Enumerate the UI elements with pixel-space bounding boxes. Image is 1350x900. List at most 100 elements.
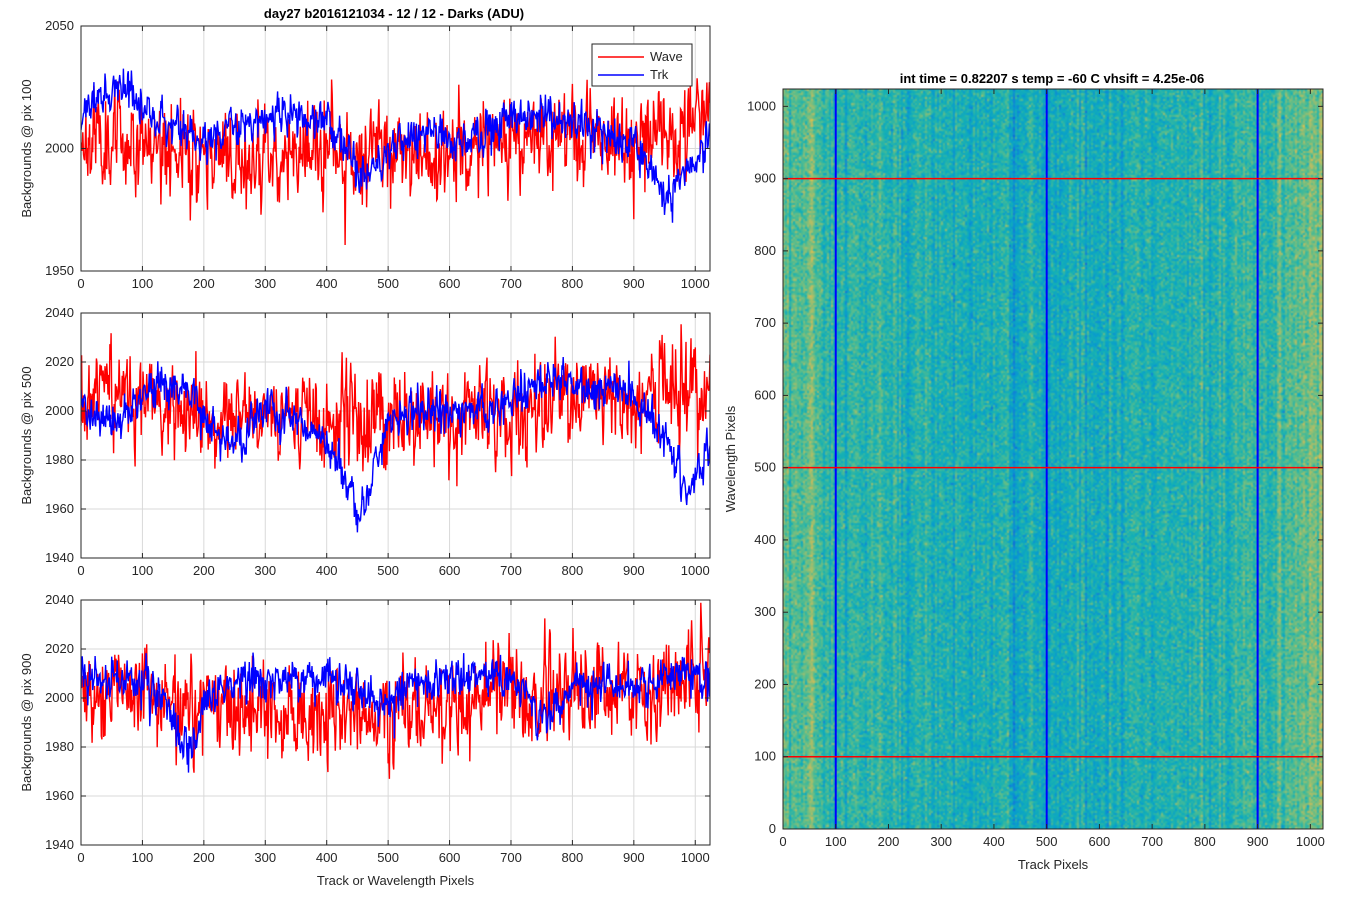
x-tick-label: 600 bbox=[1089, 834, 1111, 849]
x-tick-label: 200 bbox=[193, 563, 215, 578]
x-tick-label: 500 bbox=[1036, 834, 1058, 849]
y-axis-label: Backgrounds @ pix 100 bbox=[19, 79, 34, 217]
line-plot-pix-500: 0 100 200 300 400 500 600 700 800 900 1000 1940 1960… bbox=[19, 305, 711, 578]
y-tick-label: 1960 bbox=[45, 788, 74, 803]
y-tick-label: 300 bbox=[754, 604, 776, 619]
x-tick-label: 700 bbox=[500, 850, 522, 865]
x-tick-label: 1000 bbox=[681, 276, 710, 291]
y-tick-label: 700 bbox=[754, 315, 776, 330]
series-line-trk bbox=[81, 68, 710, 223]
y-tick-label: 900 bbox=[754, 171, 776, 186]
series-line-wave bbox=[81, 602, 710, 779]
heatmap-image bbox=[783, 89, 1323, 829]
y-tick-label: 2020 bbox=[45, 641, 74, 656]
x-tick-label: 300 bbox=[254, 563, 276, 578]
x-tick-label: 900 bbox=[623, 850, 645, 865]
x-axis-label: Track Pixels bbox=[1018, 857, 1089, 872]
x-tick-label: 100 bbox=[132, 276, 154, 291]
y-tick-label: 2000 bbox=[45, 141, 74, 156]
y-tick-label: 400 bbox=[754, 532, 776, 547]
legend-box bbox=[591, 43, 693, 87]
y-tick-label: 1950 bbox=[45, 263, 74, 278]
dark-frame-heatmap: 0 100 200 300 400 500 600 700 800 900 1000 0 100 200 3… bbox=[723, 71, 1325, 872]
series-line-trk bbox=[81, 652, 710, 773]
x-tick-label: 900 bbox=[623, 563, 645, 578]
axes-box bbox=[80, 312, 711, 559]
plot-area bbox=[80, 599, 710, 846]
x-tick-label: 400 bbox=[316, 850, 338, 865]
x-tick-label: 300 bbox=[930, 834, 952, 849]
y-tick-label: 2040 bbox=[45, 592, 74, 607]
legend: Wave Trk bbox=[591, 43, 693, 87]
heatmap-title: int time = 0.82207 s temp = -60 C vhsift… bbox=[900, 71, 1205, 86]
y-tick-label: 2020 bbox=[45, 354, 74, 369]
y-axis-label: Backgrounds @ pix 500 bbox=[19, 366, 34, 504]
series-line-trk bbox=[81, 356, 710, 533]
x-tick-label: 700 bbox=[500, 276, 522, 291]
plot-area bbox=[783, 89, 1323, 829]
x-tick-label: 700 bbox=[1141, 834, 1163, 849]
x-tick-label: 800 bbox=[562, 276, 584, 291]
x-tick-label: 1000 bbox=[681, 563, 710, 578]
x-tick-label: 1000 bbox=[681, 850, 710, 865]
x-tick-label: 500 bbox=[377, 563, 399, 578]
x-tick-label: 400 bbox=[316, 563, 338, 578]
series-line-wave bbox=[81, 78, 710, 246]
x-tick-label: 100 bbox=[132, 563, 154, 578]
y-tick-label: 2000 bbox=[45, 403, 74, 418]
x-tick-label: 900 bbox=[623, 276, 645, 291]
y-tick-label: 500 bbox=[754, 460, 776, 475]
y-tick-label: 100 bbox=[754, 749, 776, 764]
x-tick-label: 100 bbox=[825, 834, 847, 849]
x-tick-label: 100 bbox=[132, 850, 154, 865]
x-tick-label: 400 bbox=[983, 834, 1005, 849]
figure-title: day27 b2016121034 - 12 / 12 - Darks (ADU… bbox=[264, 6, 524, 21]
axes-box bbox=[80, 599, 711, 846]
legend-label-trk: Trk bbox=[650, 67, 669, 82]
y-tick-label: 1940 bbox=[45, 837, 74, 852]
y-tick-label: 2040 bbox=[45, 305, 74, 320]
x-tick-label: 900 bbox=[1247, 834, 1269, 849]
x-tick-label: 200 bbox=[193, 276, 215, 291]
y-tick-label: 1980 bbox=[45, 739, 74, 754]
y-tick-label: 0 bbox=[769, 821, 776, 836]
x-tick-label: 700 bbox=[500, 563, 522, 578]
x-tick-label: 0 bbox=[77, 850, 84, 865]
plot-area bbox=[80, 312, 710, 559]
y-tick-label: 1980 bbox=[45, 452, 74, 467]
x-tick-label: 1000 bbox=[1296, 834, 1325, 849]
x-tick-label: 800 bbox=[1194, 834, 1216, 849]
x-tick-label: 600 bbox=[439, 563, 461, 578]
x-axis-label: Track or Wavelength Pixels bbox=[317, 873, 475, 888]
x-tick-label: 200 bbox=[193, 850, 215, 865]
x-tick-label: 0 bbox=[77, 563, 84, 578]
y-tick-label: 1960 bbox=[45, 501, 74, 516]
y-tick-label: 600 bbox=[754, 387, 776, 402]
x-tick-label: 0 bbox=[779, 834, 786, 849]
x-tick-label: 400 bbox=[316, 276, 338, 291]
y-tick-label: 2000 bbox=[45, 690, 74, 705]
y-axis-label: Wavelength Pixels bbox=[723, 405, 738, 512]
y-axis-label: Backgrounds @ pix 900 bbox=[19, 653, 34, 791]
x-tick-label: 500 bbox=[377, 276, 399, 291]
series-line-wave bbox=[81, 324, 710, 487]
x-tick-label: 0 bbox=[77, 276, 84, 291]
x-tick-label: 600 bbox=[439, 276, 461, 291]
x-tick-label: 800 bbox=[562, 850, 584, 865]
y-tick-label: 2050 bbox=[45, 18, 74, 33]
legend-label-wave: Wave bbox=[650, 49, 683, 64]
line-plot-pix-100: 0 100 200 300 400 500 600 700 800 900 1000 1950 2000… bbox=[19, 18, 711, 291]
y-tick-label: 1940 bbox=[45, 550, 74, 565]
x-tick-label: 500 bbox=[377, 850, 399, 865]
y-tick-label: 1000 bbox=[747, 98, 776, 113]
x-tick-label: 200 bbox=[878, 834, 900, 849]
line-plot-pix-900: 0 100 200 300 400 500 600 700 800 900 1000 1940 1960… bbox=[19, 592, 711, 888]
y-tick-label: 200 bbox=[754, 676, 776, 691]
y-tick-label: 800 bbox=[754, 243, 776, 258]
x-tick-label: 300 bbox=[254, 850, 276, 865]
axes-box bbox=[782, 88, 1324, 830]
x-tick-label: 600 bbox=[439, 850, 461, 865]
x-tick-label: 300 bbox=[254, 276, 276, 291]
x-tick-label: 800 bbox=[562, 563, 584, 578]
